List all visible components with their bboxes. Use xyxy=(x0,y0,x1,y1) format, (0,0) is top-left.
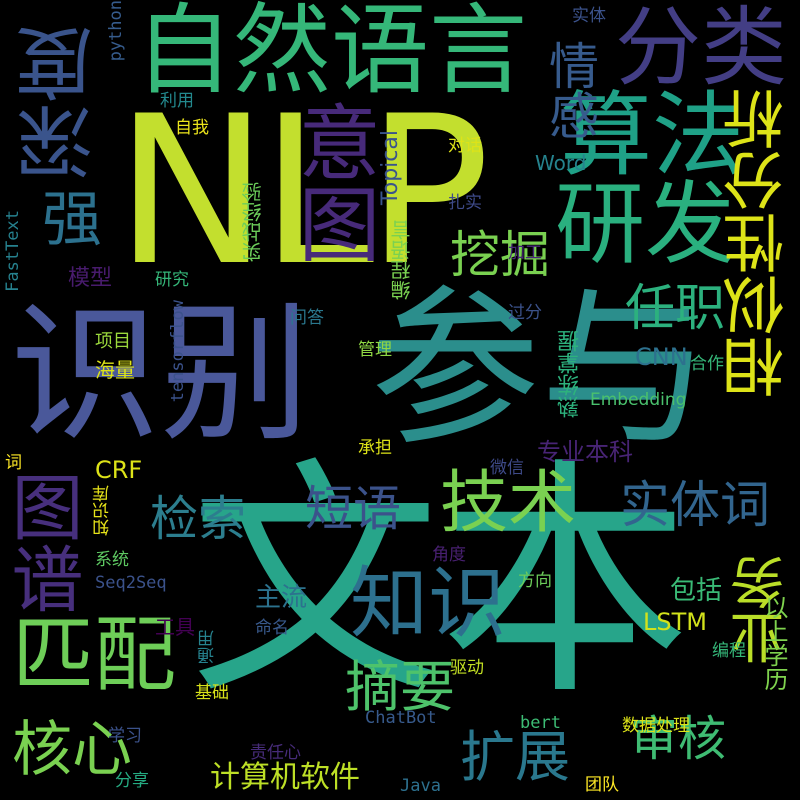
word-hezuo: 合作 xyxy=(690,354,724,374)
word-lstm: LSTM xyxy=(643,608,707,636)
word-renzhi: 任职 xyxy=(625,279,725,337)
word-jichu: 基础 xyxy=(195,683,229,703)
word-pipei: 匹配 xyxy=(12,608,177,703)
word-yanfa: 研发 xyxy=(555,172,735,277)
word-zerenxin: 责任心 xyxy=(250,743,301,763)
word-jisuanjiruanjian: 计算机软件 xyxy=(210,760,360,795)
word-yitu: 意图 xyxy=(284,100,379,264)
word-duihua: 对话 xyxy=(448,136,482,156)
word-fasttext: FastText xyxy=(3,210,23,292)
word-qinggan: 情感 xyxy=(541,40,599,140)
word-zhuanyebenke: 专业本科 xyxy=(537,438,633,466)
word-cnn: CNN xyxy=(635,343,688,371)
word-ci: 词 xyxy=(5,453,22,473)
word-shendu: 深度 xyxy=(16,25,106,181)
word-topical: Topical xyxy=(378,130,403,205)
word-fenxiang: 分享 xyxy=(115,771,149,791)
word-zhuliu: 主流 xyxy=(255,583,308,613)
word-crf: CRF xyxy=(95,456,143,484)
word-wajue: 挖掘 xyxy=(450,226,550,284)
word-hexin: 核心 xyxy=(12,715,132,785)
word-gongju: 工具 xyxy=(155,615,195,639)
word-guofen: 过分 xyxy=(508,303,542,323)
word-wenda: 问答 xyxy=(290,308,324,328)
word-zhaiyao: 摘要 xyxy=(345,655,456,719)
word-mingming: 命名 xyxy=(255,618,289,638)
word-guanli: 管理 xyxy=(358,340,392,360)
word-canyu: 参与 xyxy=(370,271,711,469)
word-yanjiu: 研究 xyxy=(155,270,189,290)
word-liyong: 利用 xyxy=(160,91,194,111)
word-java: Java xyxy=(400,776,441,796)
word-bianchengyuyan: 编程语言 xyxy=(390,220,414,300)
word-nlp: NLP xyxy=(115,73,490,311)
word-suanfa: 算法 xyxy=(560,82,745,189)
word-tongyong: 通用 xyxy=(198,630,218,664)
word-xiangsixingfenxi: 相似性分析 xyxy=(722,88,795,398)
word-shibie: 识别 xyxy=(10,288,311,462)
word-word: Word xyxy=(535,151,587,175)
word-shizhanjingyan: 实战经验 xyxy=(241,182,265,262)
word-baokuo: 包括 xyxy=(670,576,723,606)
word-moxing: 模型 xyxy=(68,266,113,291)
word-shulianzhangwo: 熟练掌握 xyxy=(558,330,583,418)
word-chatbot: ChatBot xyxy=(365,708,437,728)
word-xiangmu: 项目 xyxy=(95,331,131,352)
word-zhishiku: 知识库 xyxy=(93,485,113,536)
word-hailiang: 海量 xyxy=(95,358,135,382)
word-jishu: 技术 xyxy=(440,464,577,543)
word-qudong: 驱动 xyxy=(450,658,484,678)
word-tensorflow: tensorflow xyxy=(168,300,188,403)
word-shenhe: 审核 xyxy=(630,711,727,767)
word-ziwo: 自我 xyxy=(175,118,209,138)
word-xitong: 系统 xyxy=(95,550,129,570)
word-jiagong: 加工 xyxy=(508,243,542,263)
word-jiansuo: 检索 xyxy=(150,491,247,547)
word-fenlei: 分类 xyxy=(615,0,787,98)
word-weixin: 微信 xyxy=(490,458,524,478)
word-chengdan: 承担 xyxy=(358,438,392,458)
word-zhishi: 知识 xyxy=(350,559,507,649)
word-shujuchuli: 数据处理 xyxy=(622,716,690,736)
word-ziranyuyan: 自然语言 xyxy=(135,0,528,108)
word-duanyu: 短语 xyxy=(305,481,402,537)
word-zhashi: 扎实 xyxy=(448,193,482,213)
word-seq2seq: Seq2Seq xyxy=(95,573,167,593)
word-jiaodu: 角度 xyxy=(432,545,466,565)
word-tuandui: 团队 xyxy=(585,775,619,795)
word-qiang: 强 xyxy=(42,185,102,255)
word-xuexi: 学习 xyxy=(108,726,142,746)
word-wenben: 文本 xyxy=(190,437,690,728)
word-yishangxueli: 以上学历 xyxy=(760,595,788,691)
word-biancheng: 编程 xyxy=(712,641,746,661)
word-kuozhan: 扩展 xyxy=(460,725,571,789)
word-embedding: Embedding xyxy=(590,390,687,410)
word-fangxiang: 方向 xyxy=(518,571,552,591)
word-shitici: 实体词 xyxy=(620,476,770,534)
word-python: python xyxy=(106,0,126,62)
word-shiti: 实体 xyxy=(572,6,606,26)
word-bert: bert xyxy=(520,713,561,733)
word-tupu: 图谱 xyxy=(0,470,83,614)
